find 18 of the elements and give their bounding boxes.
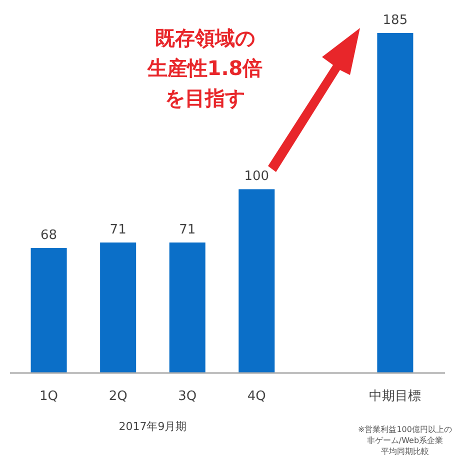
data-label: 71 — [179, 222, 196, 238]
bar — [169, 242, 206, 373]
text: ※営業利益100億円以上の非ゲーム/Web系企業平均同期比較 — [358, 425, 452, 456]
bar — [377, 33, 414, 373]
data-label: 71 — [110, 222, 126, 238]
bar — [238, 189, 275, 373]
data-label: 185 — [382, 13, 408, 28]
x-tick-label: 1Q — [40, 389, 58, 404]
bar — [100, 242, 136, 373]
x-axis-title: 2017年9月期 — [118, 420, 187, 433]
x-tick-label: 3Q — [178, 389, 197, 404]
data-label: 68 — [40, 228, 58, 244]
data-label: 100 — [244, 169, 270, 184]
bar — [30, 248, 67, 373]
x-tick-label: 4Q — [247, 389, 266, 404]
annotation: 既存領域の生産性1.8倍を目指す — [146, 26, 263, 110]
x-tick-label: 2Q — [108, 389, 128, 404]
x-tick-label: 中期目標 — [369, 389, 422, 404]
